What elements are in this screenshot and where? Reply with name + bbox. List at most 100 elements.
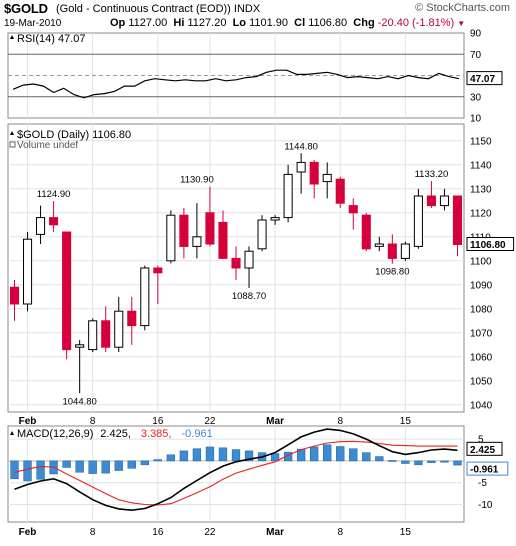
candle-body [218,221,228,259]
macd-histogram-bar [427,460,436,463]
price-tick-label: 1150 [470,136,492,147]
macd-line [14,428,458,512]
macd-histogram-bar [336,446,345,462]
candle-body [9,286,20,305]
signal-line [14,440,458,506]
price-x-tick-label: Feb [19,416,37,427]
price-annotation: 1130.90 [180,175,214,186]
price-tick-label: 1050 [470,376,493,387]
macd-histogram-bar [388,460,397,462]
macd-histogram-bar [362,452,371,462]
candle-body [309,161,319,185]
macd-histogram-bar [453,460,462,466]
candle-body [374,243,384,247]
candle-body [23,238,33,305]
candle-body [426,195,436,207]
macd-histogram-bar [101,460,110,474]
macd-histogram-bar [283,451,293,462]
candle-body [205,212,215,245]
macd-x-tick-label: 15 [400,527,412,538]
macd-histogram-bar [114,460,123,471]
candle-body [400,243,410,259]
price-x-tick-label: 22 [204,416,216,427]
macd-x-tick-label: 16 [152,527,164,538]
macd-histogram-bar [166,454,176,462]
macd-current-value-box [466,441,503,456]
rsi-current-value: 47.07 [470,74,495,85]
macd-x-tick-label: Mar [266,527,284,538]
stockcharts-watermark: © StockCharts.com [415,2,510,14]
candle-body [166,214,176,262]
price-tick-label: 1090 [470,280,493,291]
macd-histogram-bar [414,460,423,466]
candle-body [101,320,111,348]
volume-legend-icon [9,141,16,148]
rsi-current-value-box [466,71,503,86]
macd-histogram-bar [36,460,45,480]
macd-panel [7,425,465,523]
candle-body [114,310,124,348]
histogram-current-value: -0.961 [470,465,499,476]
price-annotation: 1144.80 [284,141,318,152]
price-current-value: 1106.80 [470,240,506,251]
candle-body [413,195,423,247]
macd-x-tick-label: Feb [19,527,37,538]
macd-histogram-bar [323,444,332,462]
macd-histogram-bar [75,460,84,473]
change-value: -20.40 (-1.81%) [377,17,455,29]
macd-histogram-bar [127,460,136,469]
price-tick-label: 1060 [470,352,493,363]
rsi-tick-label: 90 [470,29,482,40]
price-tick-label: 1140 [470,160,492,171]
down-triangle-icon: ▼ [457,19,466,28]
histogram-current-value-box [466,461,509,476]
rsi-line [12,69,460,99]
high-label: Hi [173,17,185,29]
price-tick-label: 1120 [470,208,492,219]
price-tick-label: 1040 [470,400,493,411]
macd-legend-macd: 2.425, [100,428,131,440]
macd-histogram-bar [205,446,215,462]
price-tick-label: 1080 [470,304,493,315]
macd-histogram-bar [179,450,189,462]
rsi-tick-label: 30 [470,92,482,103]
macd-histogram-bar [62,460,71,468]
candle-body [296,161,306,173]
macd-histogram-bar [10,460,19,480]
price-x-tick-label: 16 [152,416,164,427]
candle-body [348,205,358,214]
macd-legend-histogram: -0.961 [182,428,213,440]
candle-body [283,173,293,219]
high-value: 1127.20 [187,17,227,29]
price-current-value-box [466,236,515,251]
macd-histogram-bar [23,460,32,482]
macd-histogram-bar [140,460,149,466]
macd-current-value: 2.425 [470,445,495,456]
candle-body [335,178,345,204]
close-label: Cl [294,17,306,29]
open-value: 1127.00 [128,17,168,29]
price-annotation: 1044.80 [62,396,96,407]
macd-histogram-bar [218,447,228,462]
candle-body [179,214,189,247]
rsi-tick-label: 10 [470,114,482,125]
macd-histogram-bar [401,460,410,464]
macd-x-tick-label: 22 [204,527,216,538]
instrument-name: (Gold - Continuous Contract (EOD)) [56,3,231,15]
macd-histogram-bar [192,448,202,462]
candle-body [140,267,150,327]
price-legend: $GOLD (Daily) 1106.80 [17,129,131,141]
macd-histogram-bar [440,460,449,463]
rsi-legend: RSI(14) 47.07 [17,33,85,45]
candle-body [270,217,280,221]
price-tick-label: 1100 [470,256,492,267]
change-label: Chg [353,17,375,29]
candle-body [88,320,98,351]
macd-histogram-bar [231,449,241,462]
exchange-label: INDX [233,3,261,15]
volume-legend: Volume undef [17,140,78,151]
open-label: Op [110,17,126,29]
candle-body [127,310,137,327]
low-label: Lo [232,17,247,29]
